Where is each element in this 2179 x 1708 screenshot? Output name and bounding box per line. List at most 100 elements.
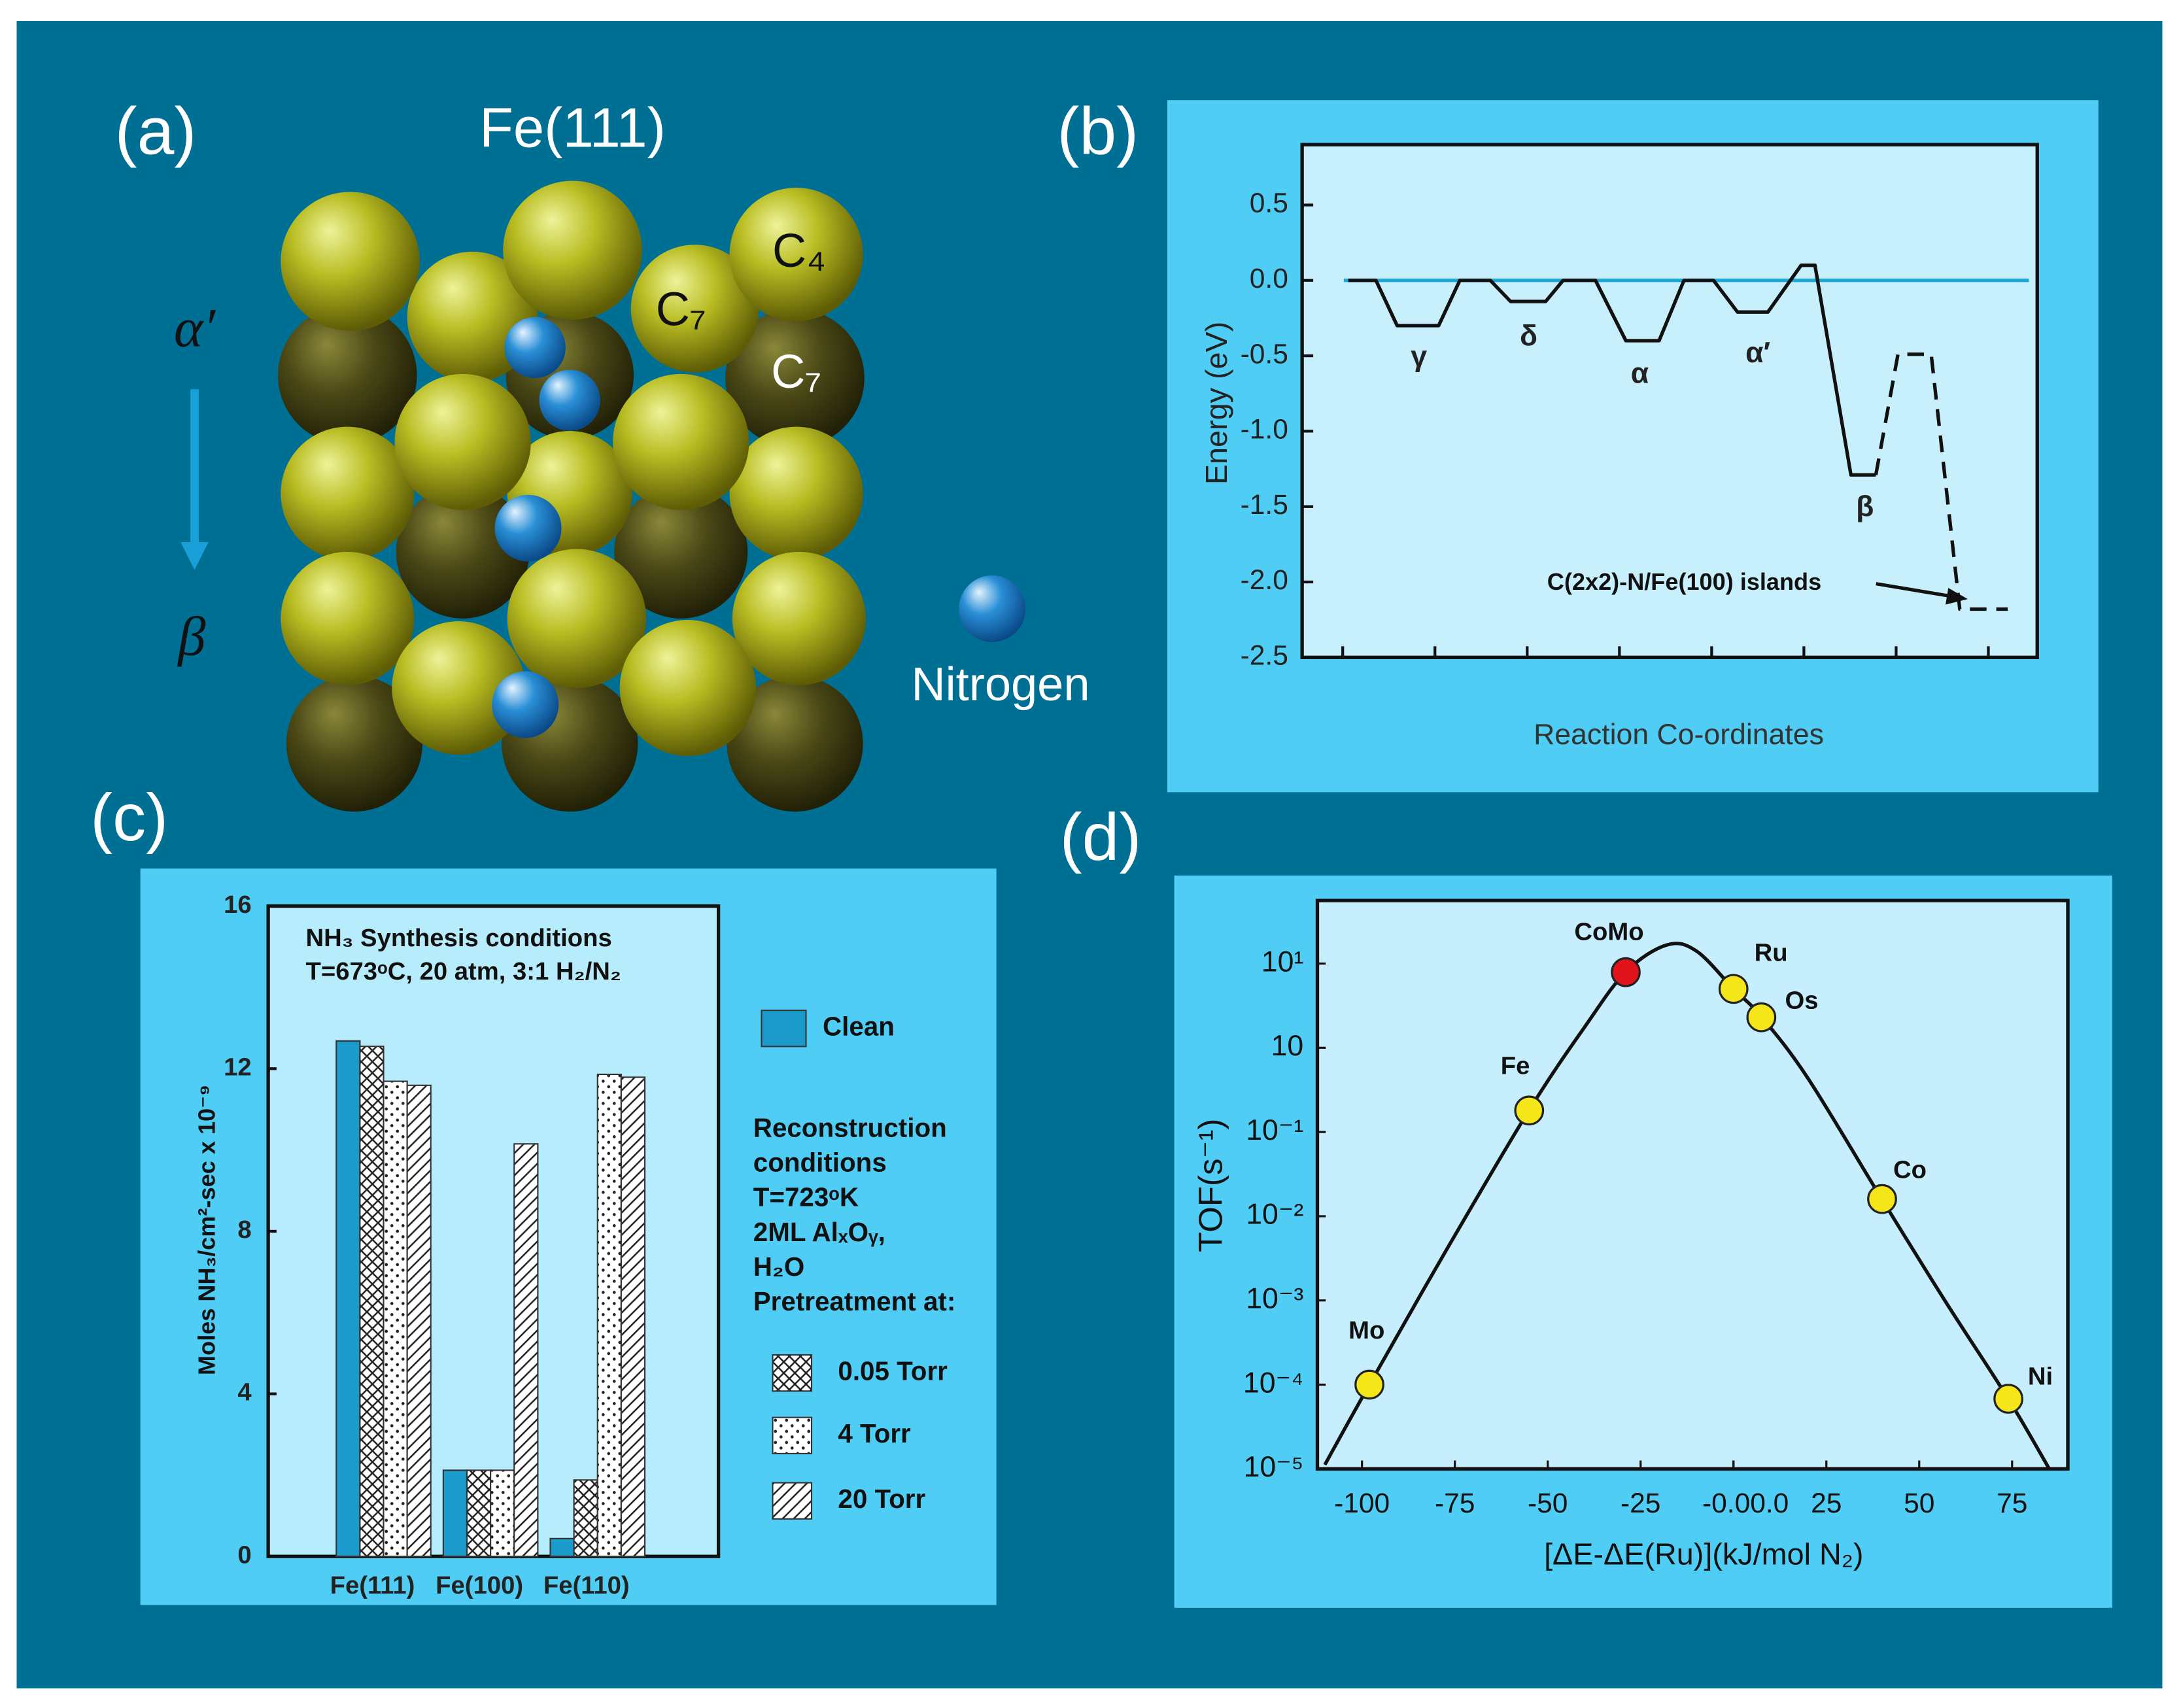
bar [442, 1469, 468, 1558]
annotation: C(2x2)-N/Fe(100) islands [1547, 568, 1821, 595]
state-label: δ [1520, 320, 1537, 352]
nitrogen-atom [539, 369, 600, 431]
x-tick-label: Fe(100) [436, 1571, 523, 1599]
fe-lattice [180, 180, 1026, 812]
atom [613, 373, 749, 511]
direction-arrowhead [180, 541, 209, 570]
chart-title: NH₃ Synthesis conditions [306, 924, 612, 952]
y-tick-label: 10⁻³ [1246, 1283, 1303, 1315]
state-label: α [1631, 358, 1649, 390]
y-tick-label: -1.5 [1241, 490, 1288, 521]
atom [729, 188, 863, 322]
x-tick-label: 75 [1997, 1488, 2027, 1519]
atom [286, 675, 422, 812]
direction-label: β [177, 606, 206, 667]
atom [725, 308, 865, 448]
point-label: CoMo [1574, 917, 1643, 946]
atom [729, 426, 863, 560]
atom [396, 485, 530, 619]
panel-label: (a) [115, 94, 197, 168]
nitrogen-atom [504, 316, 566, 379]
bar [573, 1479, 598, 1558]
panel-label: (b) [1057, 94, 1139, 168]
point-label: Os [1785, 986, 1818, 1014]
plot-area [1300, 143, 2039, 659]
bar [335, 1040, 361, 1558]
y-tick-label: 10⁻⁵ [1244, 1451, 1304, 1483]
direction-label: α′ [174, 298, 216, 359]
legend-note: 2ML AlₓOᵧ, [753, 1217, 885, 1247]
bar [490, 1469, 515, 1558]
data-point [1354, 1369, 1384, 1400]
point-label: Mo [1348, 1316, 1384, 1344]
state-label: α′ [1745, 337, 1770, 369]
legend-note: Reconstruction [753, 1112, 947, 1142]
atom [394, 373, 531, 511]
bar [513, 1143, 539, 1558]
y-tick-label: 10 [1271, 1030, 1304, 1062]
atom [619, 619, 756, 757]
y-tick-label: 10⁻¹ [1246, 1114, 1303, 1146]
legend-note: H₂O [753, 1252, 804, 1282]
legend-swatch [772, 1354, 813, 1392]
data-point [1993, 1384, 2023, 1414]
data-point [1746, 1002, 1777, 1033]
bar [383, 1080, 408, 1558]
state-label: γ [1411, 341, 1427, 373]
diagram-legend: Nitrogen [911, 658, 1090, 711]
legend-label: 0.05 Torr [838, 1356, 948, 1386]
data-point [1611, 957, 1641, 987]
x-tick-label: -75 [1435, 1488, 1475, 1519]
atom [281, 551, 415, 685]
x-axis-label: [ΔE-ΔE(Ru)](kJ/mol N₂) [1544, 1537, 1863, 1571]
bar [406, 1084, 432, 1558]
x-axis-label: Reaction Co-ordinates [1534, 719, 1824, 751]
x-tick-label: 50 [1904, 1488, 1934, 1519]
legend-swatch [772, 1416, 813, 1454]
point-label: Co [1893, 1155, 1927, 1184]
y-tick-label: -0.5 [1241, 339, 1288, 369]
atom [392, 621, 526, 755]
panel-label: (c) [90, 780, 168, 855]
atom [614, 485, 748, 619]
atom-label: C₇ [771, 346, 821, 398]
y-tick-label: 4 [237, 1378, 252, 1407]
y-axis-label: Energy (eV) [1199, 322, 1233, 485]
y-axis-label: TOF(s⁻¹) [1192, 1119, 1229, 1252]
nitrogen-atom [494, 494, 562, 562]
x-tick-label: 25 [1811, 1488, 1842, 1519]
y-tick-label: 0.5 [1250, 188, 1288, 219]
diagram-title: Fe(111) [479, 97, 666, 160]
legend-note: Pretreatment at: [753, 1286, 956, 1316]
energy-line [1348, 264, 1876, 477]
point-label: Ru [1755, 938, 1788, 966]
y-tick-label: -2.0 [1241, 565, 1288, 596]
atom [727, 675, 863, 812]
legend-label: 20 Torr [838, 1484, 925, 1514]
y-tick-label: -2.5 [1241, 641, 1288, 672]
atom [507, 549, 647, 689]
y-tick-label: -1.0 [1241, 415, 1288, 445]
chart-title: T=673ᵒC, 20 atm, 3:1 H₂/N₂ [306, 957, 621, 985]
bar [359, 1046, 385, 1558]
y-tick-label: 10⁻⁴ [1243, 1367, 1303, 1399]
legend-note: T=723ᵒK [753, 1182, 859, 1212]
legend-label: 4 Torr [838, 1418, 911, 1448]
atom [278, 305, 417, 445]
plot-area [1315, 898, 2070, 1471]
legend-note: conditions [753, 1148, 887, 1178]
y-tick-label: 10⁻² [1246, 1199, 1303, 1231]
x-tick-label: Fe(111) [330, 1571, 415, 1599]
atom [503, 180, 642, 320]
data-point [1867, 1184, 1897, 1214]
atom-label: C₄ [772, 225, 826, 277]
annotation-arrow [1876, 582, 1951, 598]
y-tick-label: 10¹ [1261, 946, 1303, 978]
y-tick-label: 8 [237, 1216, 251, 1244]
y-tick-label: 0.0 [1250, 264, 1288, 294]
volcano-curve [1323, 942, 2051, 1470]
point-label: Ni [2028, 1362, 2053, 1390]
atom-label: C₇ [656, 283, 706, 335]
